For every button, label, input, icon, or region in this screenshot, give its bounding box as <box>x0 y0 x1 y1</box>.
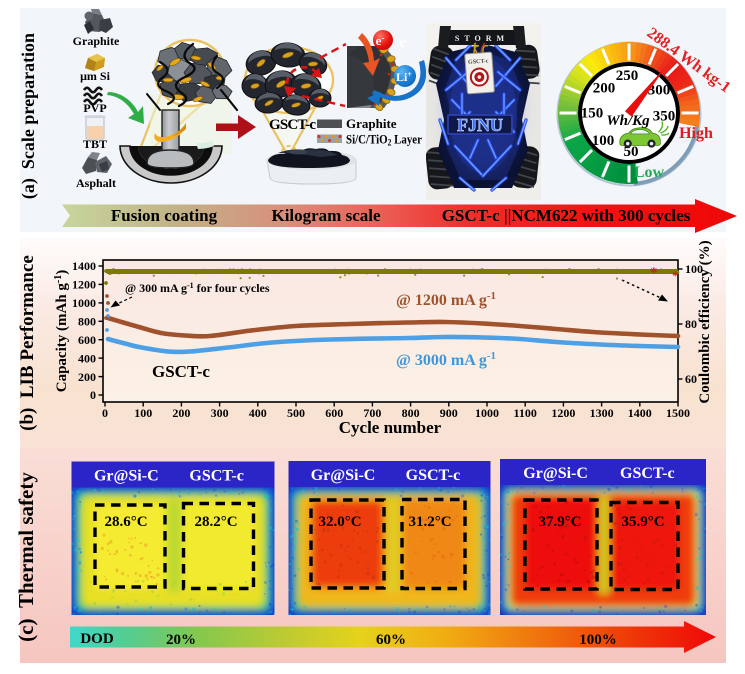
svg-text:350: 350 <box>653 109 676 125</box>
svg-text:1400: 1400 <box>628 406 652 420</box>
svg-text:Low: Low <box>634 164 665 181</box>
svg-text:400: 400 <box>78 351 96 365</box>
svg-text:Graphite: Graphite <box>73 34 120 48</box>
svg-text:150: 150 <box>581 106 604 122</box>
svg-text:Capacity (mAh g-1): Capacity (mAh g-1) <box>53 270 70 393</box>
svg-text:Asphalt: Asphalt <box>76 176 116 190</box>
svg-text:1000: 1000 <box>475 406 499 420</box>
svg-text:@ 3000 mA g-1: @ 3000 mA g-1 <box>396 350 496 369</box>
svg-text:500: 500 <box>287 406 305 420</box>
svg-text:800: 800 <box>402 406 420 420</box>
svg-text:(c) Thermal safety: (c) Thermal safety <box>14 472 38 642</box>
svg-text:35.9°C: 35.9°C <box>621 514 664 530</box>
svg-text:GSCT-c: GSCT-c <box>152 362 210 381</box>
svg-text:60: 60 <box>685 372 697 386</box>
svg-text:1300: 1300 <box>590 406 614 420</box>
svg-text:200: 200 <box>593 81 616 97</box>
svg-text:700: 700 <box>363 406 381 420</box>
svg-text:@ 1200 mA g-1: @ 1200 mA g-1 <box>396 290 496 309</box>
svg-text:*: * <box>672 268 679 283</box>
svg-text:μm Si: μm Si <box>80 69 110 83</box>
svg-text:200: 200 <box>78 370 96 384</box>
svg-text:*: * <box>650 265 658 281</box>
svg-text:PVP: PVP <box>83 101 106 115</box>
svg-text:GSCT-c: GSCT-c <box>269 117 316 133</box>
svg-text:e-: e- <box>376 33 385 48</box>
svg-text:900: 900 <box>440 406 458 420</box>
svg-text:250: 250 <box>616 68 639 84</box>
svg-text:High: High <box>679 125 713 142</box>
svg-text:DOD: DOD <box>80 631 114 647</box>
svg-text:Gr@Si-C: Gr@Si-C <box>311 467 376 484</box>
svg-text:28.6°C: 28.6°C <box>104 514 147 530</box>
svg-text:32.0°C: 32.0°C <box>318 514 361 530</box>
svg-text:100%: 100% <box>579 632 617 648</box>
svg-text:Gr@Si-C: Gr@Si-C <box>523 465 588 482</box>
svg-text:e: e <box>399 34 406 51</box>
svg-text:@ 300: @ 300 <box>125 281 157 295</box>
svg-text:31.2°C: 31.2°C <box>408 514 451 530</box>
svg-text:Coulombic efficiency (%): Coulombic efficiency (%) <box>697 240 713 403</box>
svg-text:37.9°C: 37.9°C <box>538 514 581 530</box>
svg-text:80: 80 <box>685 317 697 331</box>
svg-text:400: 400 <box>249 406 267 420</box>
svg-text:0: 0 <box>90 388 96 402</box>
svg-text:100: 100 <box>134 406 152 420</box>
svg-text:Cycle number: Cycle number <box>339 418 442 437</box>
svg-text:1200: 1200 <box>72 278 96 292</box>
svg-text:FJNU: FJNU <box>457 115 503 135</box>
svg-text:Wh/Kg: Wh/Kg <box>606 113 650 129</box>
svg-text:STORM: STORM <box>455 34 509 43</box>
svg-text:(b) LIB Performance: (b) LIB Performance <box>17 255 38 431</box>
svg-text:Graphite: Graphite <box>346 116 397 131</box>
svg-text:TBT: TBT <box>83 137 107 151</box>
svg-text:300: 300 <box>648 83 671 99</box>
svg-text:200: 200 <box>172 406 190 420</box>
svg-text:Kilogram scale: Kilogram scale <box>271 206 381 225</box>
svg-text:100: 100 <box>685 262 703 276</box>
svg-text:1400: 1400 <box>72 259 96 273</box>
svg-text:100: 100 <box>592 133 615 149</box>
svg-text:GSCT-c: GSCT-c <box>468 58 489 65</box>
svg-text:0: 0 <box>102 406 108 420</box>
svg-text:60%: 60% <box>376 632 406 648</box>
svg-text:1000: 1000 <box>72 296 96 310</box>
svg-text:GSCT-c ||NCM622 with 300 cycle: GSCT-c ||NCM622 with 300 cycles <box>442 206 691 225</box>
svg-text:GSCT-c: GSCT-c <box>620 465 675 482</box>
svg-text:Si/C/TiO2 Layer: Si/C/TiO2 Layer <box>346 132 422 148</box>
svg-text:1200: 1200 <box>551 406 575 420</box>
svg-text:(a) Scale preparation: (a) Scale preparation <box>18 33 39 199</box>
svg-text:600: 600 <box>325 406 343 420</box>
svg-text:20%: 20% <box>166 632 196 648</box>
svg-text:300: 300 <box>211 406 229 420</box>
svg-text:Fusion coating: Fusion coating <box>111 206 218 225</box>
svg-text:600: 600 <box>78 333 96 347</box>
svg-text:GSCT-c: GSCT-c <box>189 468 244 485</box>
svg-text:50: 50 <box>624 144 639 160</box>
svg-text:mA g-1 for four cycles: mA g-1 for four cycles <box>160 281 270 295</box>
svg-text:Gr@Si-C: Gr@Si-C <box>94 468 159 485</box>
svg-text:800: 800 <box>78 315 96 329</box>
svg-text:GSCT-c: GSCT-c <box>406 467 461 484</box>
svg-text:1100: 1100 <box>514 406 537 420</box>
svg-text:1500: 1500 <box>666 406 690 420</box>
svg-text:28.2°C: 28.2°C <box>194 514 237 530</box>
